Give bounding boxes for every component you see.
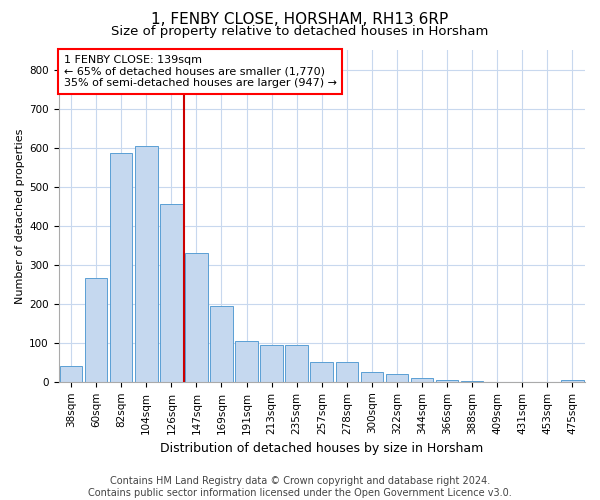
Bar [160,204,182,382]
Bar [310,362,333,382]
Y-axis label: Number of detached properties: Number of detached properties [15,128,25,304]
Text: 1, FENBY CLOSE, HORSHAM, RH13 6RP: 1, FENBY CLOSE, HORSHAM, RH13 6RP [151,12,449,28]
Bar [260,344,283,382]
Bar [335,362,358,382]
Bar [561,380,584,382]
Bar [461,380,484,382]
Bar [235,341,258,382]
Bar [386,374,408,382]
Bar [361,372,383,382]
Bar [436,380,458,382]
Bar [210,306,233,382]
X-axis label: Distribution of detached houses by size in Horsham: Distribution of detached houses by size … [160,442,484,455]
Text: Size of property relative to detached houses in Horsham: Size of property relative to detached ho… [112,25,488,38]
Bar [411,378,433,382]
Bar [135,146,158,382]
Text: Contains HM Land Registry data © Crown copyright and database right 2024.
Contai: Contains HM Land Registry data © Crown c… [88,476,512,498]
Bar [110,154,133,382]
Bar [286,344,308,382]
Bar [85,278,107,382]
Bar [185,253,208,382]
Text: 1 FENBY CLOSE: 139sqm
← 65% of detached houses are smaller (1,770)
35% of semi-d: 1 FENBY CLOSE: 139sqm ← 65% of detached … [64,55,337,88]
Bar [60,366,82,382]
